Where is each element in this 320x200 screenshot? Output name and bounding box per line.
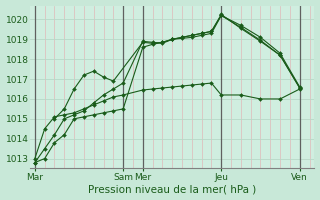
- X-axis label: Pression niveau de la mer( hPa ): Pression niveau de la mer( hPa ): [88, 184, 256, 194]
